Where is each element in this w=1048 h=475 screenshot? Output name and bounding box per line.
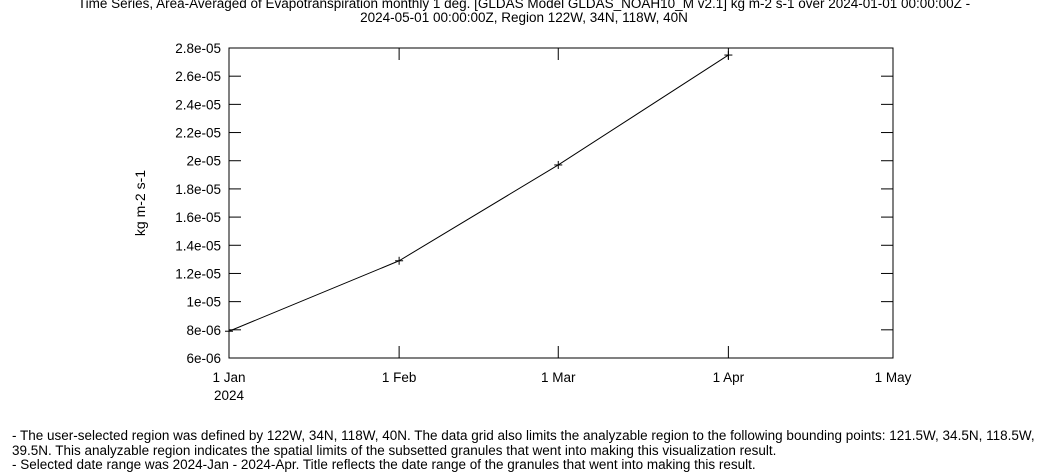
- line-chart: 6e-06 8e-06 1e-05 1.2e-05 1.4e-05 1.6e-05 1.8e…: [132, 41, 912, 403]
- x-tick-label: 1 Apr: [713, 370, 745, 385]
- chart-title: Time Series, Area-Averaged of Evapotrans…: [0, 0, 1048, 25]
- x-tick-label: 1 May: [875, 370, 912, 385]
- y-tick-label: 2e-05: [186, 154, 221, 169]
- plot-frame: [228, 47, 894, 359]
- y-tick-label: 1.2e-05: [175, 266, 221, 281]
- y-tick-label: 2.8e-05: [175, 41, 221, 56]
- data-point-marker: [395, 256, 404, 265]
- data-point-marker: [225, 327, 233, 336]
- chart-title-line-1: Time Series, Area-Averaged of Evapotrans…: [77, 0, 971, 11]
- chart-axes: 6e-06 8e-06 1e-05 1.2e-05 1.4e-05 1.6e-05 1.8e…: [132, 41, 912, 403]
- chart-notes: - The user-selected region was defined b…: [12, 428, 1042, 473]
- y-tick-label: 1e-05: [186, 295, 221, 310]
- data-point-marker: [724, 51, 733, 60]
- y-tick-label: 1.8e-05: [175, 182, 221, 197]
- x-tick-label: 1 Jan: [212, 370, 245, 385]
- y-tick-label: 1.4e-05: [175, 238, 221, 253]
- chart-series: [225, 51, 733, 336]
- y-tick-label: 8e-06: [186, 323, 221, 338]
- note-date-range: - Selected date range was 2024-Jan - 202…: [12, 457, 756, 472]
- y-tick-label: 6e-06: [186, 351, 221, 366]
- note-region: - The user-selected region was defined b…: [12, 428, 1035, 458]
- data-point-marker: [554, 160, 563, 169]
- y-tick-label: 1.6e-05: [175, 210, 221, 225]
- x-year-label: 2024: [214, 388, 245, 403]
- chart-title-line-2: 2024-05-01 00:00:00Z, Region 122W, 34N, …: [360, 10, 688, 25]
- x-tick-label: 1 Mar: [541, 370, 576, 385]
- y-axis-label: kg m-2 s-1: [132, 170, 148, 236]
- x-tick-label: 1 Feb: [382, 370, 417, 385]
- y-tick-label: 2.6e-05: [175, 69, 221, 84]
- y-tick-label: 2.4e-05: [175, 97, 221, 112]
- series-line: [228, 54, 729, 332]
- y-tick-label: 2.2e-05: [175, 126, 221, 141]
